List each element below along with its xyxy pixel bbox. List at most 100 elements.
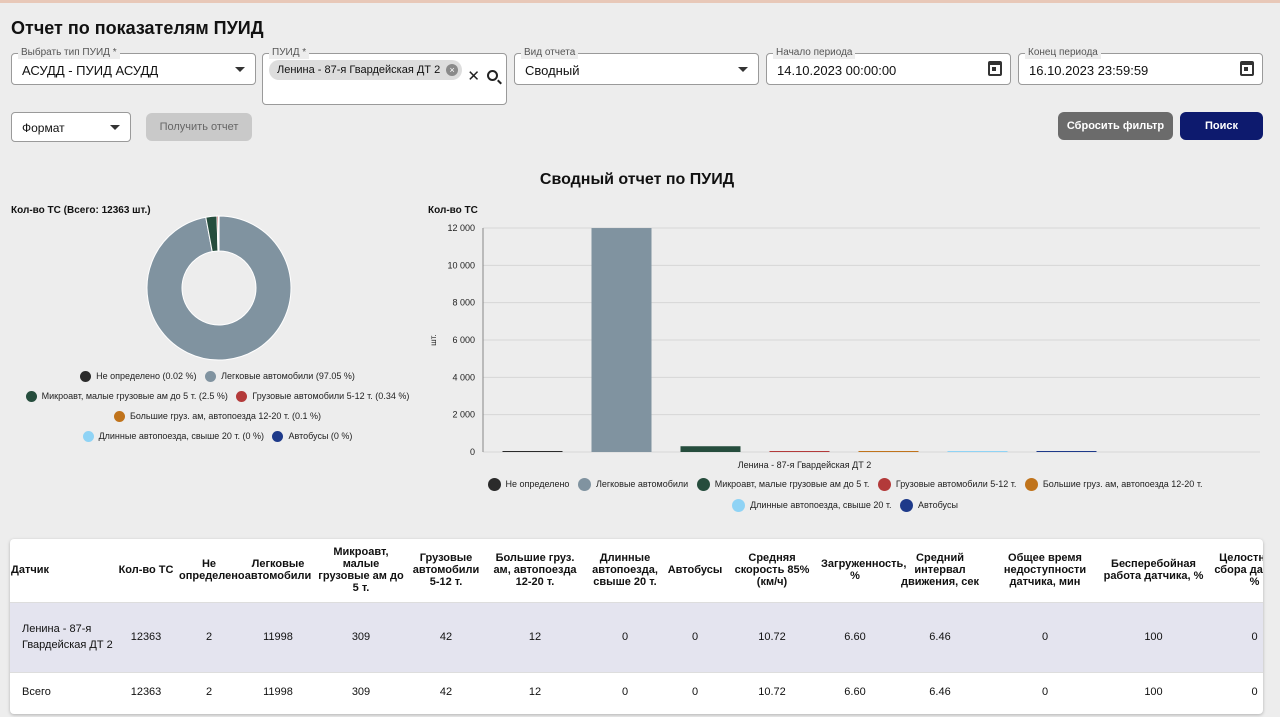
reset-filter-button[interactable]: Сбросить фильтр <box>1058 112 1173 140</box>
table-cell: 0 <box>990 601 1100 672</box>
report-kind-label: Вид отчета <box>521 47 579 59</box>
get-report-button[interactable]: Получить отчет <box>146 113 252 141</box>
column-header[interactable]: Грузовые автомобили 5-12 т. <box>412 552 480 589</box>
donut-legend-item[interactable]: Микроавт, малые грузовые ам до 5 т. (2.5… <box>25 388 228 405</box>
table-cell: 11998 <box>240 671 316 712</box>
legend-label: Грузовые автомобили 5-12 т. <box>895 479 1017 489</box>
calendar-icon[interactable] <box>1240 61 1254 76</box>
puid-chip-label: Ленина - 87-я Гвардейская ДТ 2 <box>277 64 441 76</box>
table-cell: 100 <box>1100 601 1207 672</box>
y-tick-label: 6 000 <box>452 335 475 345</box>
legend-swatch <box>577 478 591 491</box>
table-row[interactable]: Ленина - 87-я Гвардейская ДТ 2 12363 2 1… <box>10 601 1263 672</box>
legend-swatch <box>1024 478 1038 491</box>
legend-label: Легковые автомобили <box>595 479 689 489</box>
table-cell: 12 <box>486 671 584 712</box>
column-header[interactable]: Кол-во ТС <box>118 564 174 577</box>
puid-type-value: АСУДД - ПУИД АСУДД <box>22 63 159 78</box>
legend-swatch <box>236 391 248 402</box>
legend-label: Не определено (0.02 %) <box>96 371 197 381</box>
bar[interactable] <box>947 451 1008 452</box>
bar-legend-item[interactable]: Автобусы <box>899 497 958 514</box>
format-label: Формат <box>22 121 65 135</box>
legend-swatch <box>205 371 217 382</box>
donut-legend-item[interactable]: Не определено (0.02 %) <box>80 368 197 385</box>
bar-legend-item[interactable]: Большие груз. ам, автопоезда 12-20 т. <box>1024 476 1202 493</box>
donut-legend-item[interactable]: Большие груз. ам, автопоезда 12-20 т. (0… <box>113 408 321 425</box>
bar-legend-item[interactable]: Грузовые автомобили 5-12 т. <box>877 476 1017 493</box>
table-row-total[interactable]: Всего 12363 2 11998 309 42 12 0 0 10.72 … <box>10 671 1263 712</box>
period-start-label: Начало периода <box>773 47 856 59</box>
donut-legend-item[interactable]: Грузовые автомобили 5-12 т. (0.34 %) <box>236 388 409 405</box>
bar[interactable] <box>591 228 652 452</box>
column-header[interactable]: Общее время недоступности датчика, мин <box>1003 552 1087 589</box>
zoom-icon[interactable] <box>487 70 498 81</box>
table-cell: 0 <box>584 671 666 712</box>
column-header[interactable]: Загруженность, % <box>821 558 907 583</box>
legend-label: Легковые автомобили (97.05 %) <box>221 371 355 381</box>
table-cell: 6.60 <box>820 601 890 672</box>
column-header[interactable]: Автобусы <box>667 564 723 577</box>
column-header[interactable]: Бесперебойная работа датчика, % <box>1103 558 1204 583</box>
table-cell: 11998 <box>240 601 316 672</box>
puid-multiselect[interactable]: ПУИД * Ленина - 87-я Гвардейская ДТ 2 × … <box>262 47 507 105</box>
legend-label: Не определено <box>505 479 570 489</box>
donut-legend-item[interactable]: Легковые автомобили (97.05 %) <box>205 368 355 385</box>
table-cell: 0 <box>990 671 1100 712</box>
bar-legend-item[interactable]: Длинные автопоезда, свыше 20 т. <box>732 497 891 514</box>
legend-swatch <box>487 478 501 491</box>
format-select[interactable]: Формат <box>11 112 131 142</box>
donut-legend-item[interactable]: Автобусы (0 %) <box>272 428 352 445</box>
report-kind-select[interactable]: Вид отчета Сводный <box>514 47 759 85</box>
calendar-icon[interactable] <box>988 61 1002 76</box>
puid-chip[interactable]: Ленина - 87-я Гвардейская ДТ 2 × <box>269 60 463 80</box>
period-end-label: Конец периода <box>1025 47 1101 59</box>
bar-legend-item[interactable]: Не определено <box>487 476 570 493</box>
legend-label: Автобусы <box>917 500 958 510</box>
donut-legend-item[interactable]: Длинные автопоезда, свыше 20 т. (0 %) <box>82 428 264 445</box>
legend-label: Микроавт, малые грузовые ам до 5 т. (2.5… <box>41 391 228 401</box>
table-cell: 6.46 <box>890 671 990 712</box>
report-kind-value: Сводный <box>525 63 580 78</box>
clear-icon[interactable]: ✕ <box>467 68 480 85</box>
period-end-input[interactable]: Конец периода 16.10.2023 23:59:59 <box>1018 47 1263 85</box>
table-cell: 100 <box>1100 671 1207 712</box>
legend-swatch <box>696 478 710 491</box>
search-button[interactable]: Поиск <box>1180 112 1263 140</box>
legend-swatch <box>113 411 125 422</box>
page-title: Отчет по показателям ПУИД <box>11 18 264 38</box>
column-header[interactable]: Микроавт, малые грузовые ам до 5 т. <box>318 546 404 595</box>
legend-swatch <box>272 431 284 442</box>
column-header[interactable]: Легковые автомобили <box>244 558 312 583</box>
column-header[interactable]: Большие груз. ам, автопоезда 12-20 т. <box>493 552 577 589</box>
bar-legend-item[interactable]: Легковые автомобили <box>577 476 689 493</box>
donut-chart <box>146 215 292 361</box>
bar[interactable] <box>1036 451 1097 452</box>
bar-legend-item[interactable]: Микроавт, малые грузовые ам до 5 т. <box>696 476 869 493</box>
period-end-value: 16.10.2023 23:59:59 <box>1029 63 1149 78</box>
x-tick-label: Ленина - 87-я Гвардейская ДТ 2 <box>738 460 872 470</box>
column-header[interactable]: Длинные автопоезда, свыше 20 т. <box>592 552 658 589</box>
bar[interactable] <box>769 451 830 452</box>
column-header[interactable]: Средний интервал движения, сек <box>901 552 979 589</box>
donut-slice[interactable] <box>146 215 292 361</box>
bar[interactable] <box>502 451 563 452</box>
table-cell: 42 <box>406 601 486 672</box>
column-header[interactable]: Датчик <box>11 564 49 577</box>
column-header[interactable]: Целостность сбора данных, % <box>1214 552 1263 589</box>
bar[interactable] <box>680 446 741 452</box>
puid-type-select[interactable]: Выбрать тип ПУИД * АСУДД - ПУИД АСУДД <box>11 47 256 85</box>
column-header[interactable]: Не определено <box>179 558 245 583</box>
table-cell: 309 <box>316 671 406 712</box>
bar-chart: 0 2 000 4 000 6 000 8 000 10 000 12 000 шт. Лени… <box>429 223 1260 470</box>
column-header[interactable]: Средняя скорость 85% (км/ч) <box>734 552 810 589</box>
y-tick-label: 2 000 <box>452 410 475 420</box>
table-cell: 12 <box>486 601 584 672</box>
chip-remove-icon[interactable]: × <box>446 64 459 76</box>
y-tick-label: 0 <box>470 447 475 457</box>
legend-swatch <box>899 499 913 512</box>
y-tick-label: 10 000 <box>447 260 475 270</box>
bar[interactable] <box>858 451 919 452</box>
bar-legend: Не определено Легковые автомобили Микроа… <box>440 476 1250 518</box>
period-start-input[interactable]: Начало периода 14.10.2023 00:00:00 <box>766 47 1011 85</box>
